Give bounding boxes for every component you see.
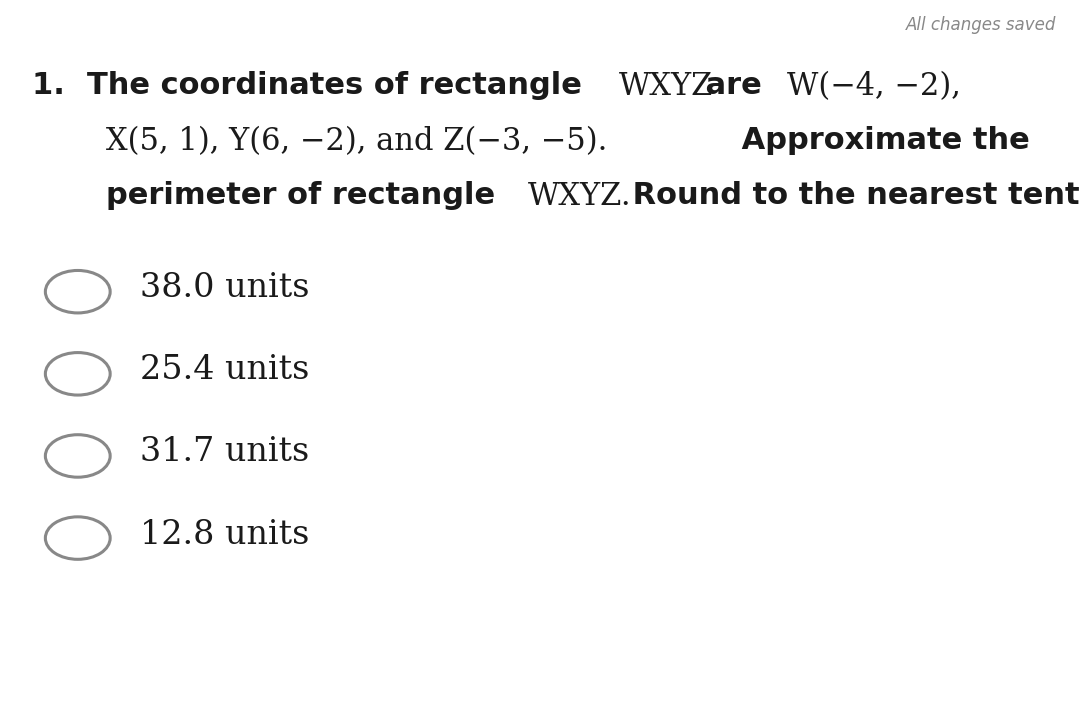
Text: 25.4 units: 25.4 units <box>140 354 310 387</box>
Text: All changes saved: All changes saved <box>906 16 1056 33</box>
Text: perimeter of rectangle: perimeter of rectangle <box>106 181 505 210</box>
Text: W(−4, −2),: W(−4, −2), <box>786 71 960 102</box>
Text: X(5, 1), Y(6, −2), and Z(−3, −5).: X(5, 1), Y(6, −2), and Z(−3, −5). <box>106 126 607 157</box>
Text: 31.7 units: 31.7 units <box>140 436 310 469</box>
Text: are: are <box>694 71 772 100</box>
Text: The coordinates of rectangle: The coordinates of rectangle <box>87 71 593 100</box>
Text: Round to the nearest tenth.: Round to the nearest tenth. <box>622 181 1080 210</box>
Text: WXYZ: WXYZ <box>619 71 714 102</box>
Text: 1.: 1. <box>32 71 76 100</box>
Text: 12.8 units: 12.8 units <box>140 518 310 551</box>
Text: WXYZ.: WXYZ. <box>527 181 631 212</box>
Text: Approximate the: Approximate the <box>731 126 1029 155</box>
Text: 38.0 units: 38.0 units <box>140 272 310 304</box>
